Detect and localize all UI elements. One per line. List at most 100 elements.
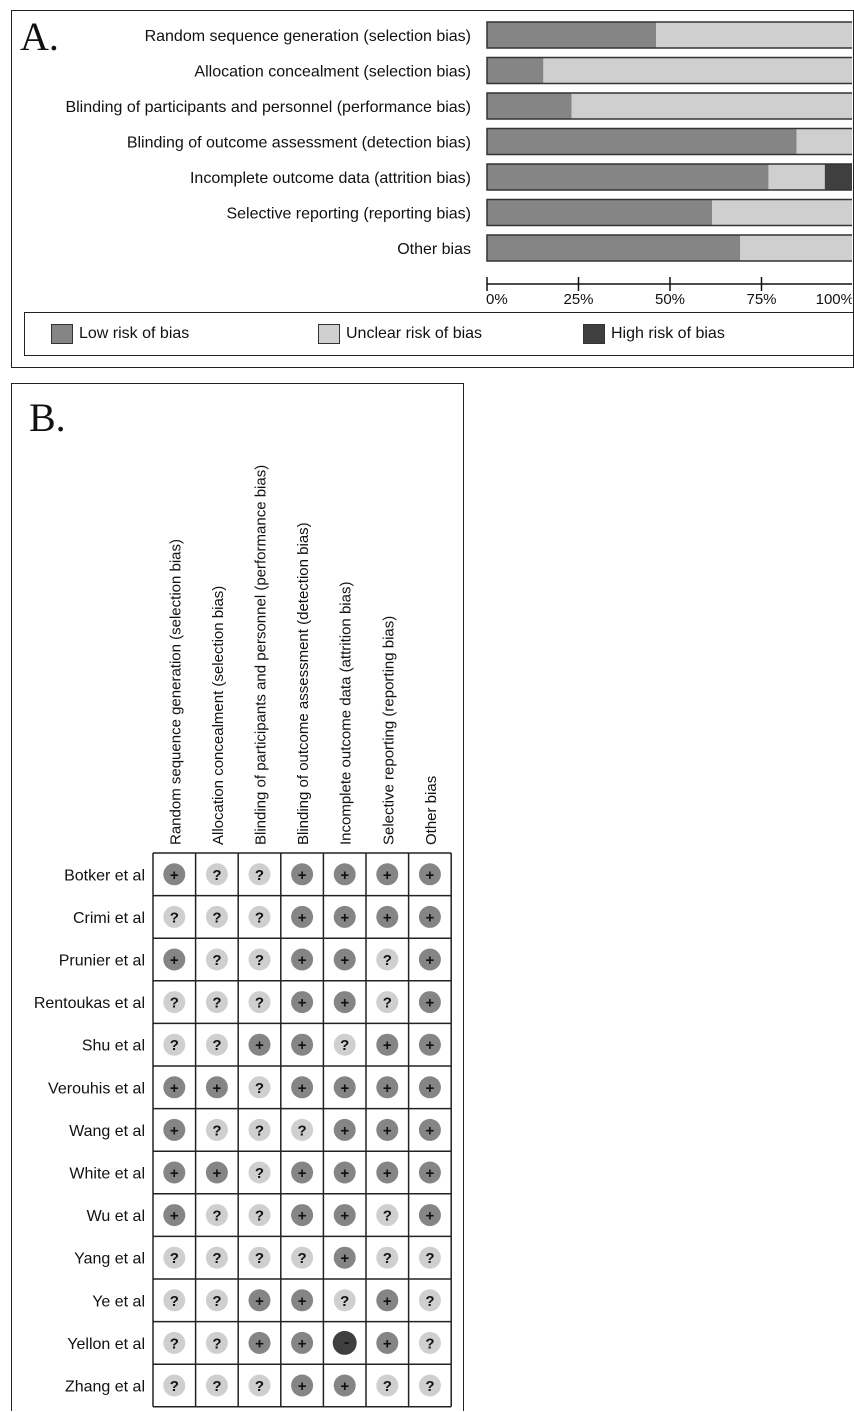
- risk-of-bias-bar-chart: Random sequence generation (selection bi…: [65, 21, 852, 308]
- x-tick-label-3: 75%: [746, 291, 776, 308]
- rating-symbol: ?: [255, 1208, 264, 1225]
- rating-low-12-3: +: [248, 1331, 271, 1354]
- low-risk-icon: [376, 863, 399, 886]
- unclear-risk-icon: [418, 1331, 441, 1354]
- rating-symbol: ?: [255, 1250, 264, 1267]
- rating-unclear-12-7: ?: [418, 1331, 441, 1354]
- bar-outline-2: [486, 56, 852, 85]
- rating-low-1-1: +: [163, 863, 186, 886]
- study-label-ye-et-al: Ye et al: [92, 1293, 145, 1310]
- rating-symbol: +: [426, 1037, 435, 1054]
- rating-symbol: ?: [170, 1378, 179, 1395]
- category-label-incomplete-outcome-data-attrition-bias: Incomplete outcome data (attrition bias): [190, 170, 471, 187]
- low-risk-icon: [418, 1204, 441, 1227]
- rating-symbol: +: [170, 867, 179, 884]
- rating-symbol: +: [383, 1122, 392, 1139]
- panel-a: A. Random sequence generation (selection…: [11, 10, 854, 368]
- rating-low-2-6: +: [376, 905, 399, 928]
- bar-unclear-7: [740, 235, 852, 261]
- rating-symbol: ?: [212, 1250, 221, 1267]
- rating-symbol: ?: [298, 1122, 307, 1139]
- low-risk-icon: [376, 1161, 399, 1184]
- low-risk-icon: [205, 1076, 228, 1099]
- rating-unclear-12-1: ?: [163, 1331, 186, 1354]
- rating-symbol: +: [383, 1080, 392, 1097]
- low-risk-icon: [418, 1118, 441, 1141]
- study-label-botker-et-al: Botker et al: [64, 867, 145, 884]
- low-risk-icon: [291, 1204, 314, 1227]
- rating-unclear-4-6: ?: [376, 991, 399, 1014]
- unclear-risk-icon: [291, 1118, 314, 1141]
- unclear-risk-icon: [248, 1076, 271, 1099]
- rating-symbol: +: [298, 867, 307, 884]
- unclear-risk-icon: [418, 1289, 441, 1312]
- study-label-shu-et-al: Shu et al: [82, 1038, 145, 1055]
- bar-outline-1: [486, 21, 852, 49]
- risk-of-bias-summary-table: Random sequence generation (selection bi…: [34, 465, 452, 1408]
- category-label-blinding-of-outcome-assessment-detection-bias: Blinding of outcome assessment (detectio…: [127, 135, 471, 152]
- rating-symbol: ?: [255, 952, 264, 969]
- rating-unclear-7-2: ?: [205, 1118, 228, 1141]
- rating-unclear-13-3: ?: [248, 1374, 271, 1397]
- low-risk-icon: [376, 1289, 399, 1312]
- rating-symbol: ?: [212, 1037, 221, 1054]
- bar-outline-4: [486, 127, 852, 156]
- rating-symbol: ?: [383, 952, 392, 969]
- unclear-risk-icon: [205, 1204, 228, 1227]
- unclear-risk-icon: [248, 1204, 271, 1227]
- study-label-wang-et-al: Wang et al: [69, 1123, 145, 1140]
- unclear-risk-icon: [205, 905, 228, 928]
- rating-low-6-1: +: [163, 1076, 186, 1099]
- rating-symbol: ?: [212, 909, 221, 926]
- rating-symbol: ?: [255, 1165, 264, 1182]
- rating-low-11-4: +: [291, 1289, 314, 1312]
- rating-symbol: +: [213, 1080, 222, 1097]
- low-risk-icon: [205, 1161, 228, 1184]
- low-risk-icon: [163, 948, 186, 971]
- unclear-risk-icon: [376, 1204, 399, 1227]
- rating-symbol: ?: [212, 995, 221, 1012]
- rating-low-9-4: +: [291, 1204, 314, 1227]
- rating-symbol: +: [340, 909, 349, 926]
- rating-symbol: +: [298, 952, 307, 969]
- unclear-risk-icon: [376, 1246, 399, 1269]
- rating-symbol: +: [340, 995, 349, 1012]
- rating-symbol: ?: [425, 1335, 434, 1352]
- bar-unclear-4: [796, 128, 852, 155]
- unclear-risk-icon: [418, 1246, 441, 1269]
- rating-symbol: +: [383, 1293, 392, 1310]
- rating-symbol: +: [426, 909, 435, 926]
- rating-unclear-1-2: ?: [205, 863, 228, 886]
- rating-unclear-9-2: ?: [205, 1204, 228, 1227]
- legend-swatch-unclear: [318, 324, 340, 344]
- rating-low-2-7: +: [418, 905, 441, 928]
- rating-unclear-4-1: ?: [163, 991, 186, 1014]
- low-risk-icon: [376, 1076, 399, 1099]
- rating-unclear-13-7: ?: [418, 1374, 441, 1397]
- legend-item-unclear: Unclear risk of bias: [318, 323, 482, 345]
- legend-swatch-high: [583, 324, 605, 344]
- rating-symbol: +: [426, 867, 435, 884]
- rating-low-10-5: +: [333, 1246, 356, 1269]
- rating-symbol: +: [170, 1208, 179, 1225]
- rating-unclear-5-5: ?: [333, 1033, 356, 1056]
- low-risk-icon: [376, 1033, 399, 1056]
- rating-unclear-5-2: ?: [205, 1033, 228, 1056]
- unclear-risk-icon: [205, 863, 228, 886]
- low-risk-icon: [163, 1161, 186, 1184]
- high-risk-icon: [332, 1330, 357, 1355]
- rating-unclear-13-1: ?: [163, 1374, 186, 1397]
- rating-symbol: ?: [383, 995, 392, 1012]
- rating-unclear-10-2: ?: [205, 1246, 228, 1269]
- rating-symbol: ?: [298, 1250, 307, 1267]
- unclear-risk-icon: [163, 1289, 186, 1312]
- unclear-risk-icon: [248, 1118, 271, 1141]
- legend-item-low: Low risk of bias: [51, 323, 189, 345]
- rating-symbol: ?: [170, 1293, 179, 1310]
- unclear-risk-icon: [163, 1246, 186, 1269]
- low-risk-icon: [291, 1331, 314, 1354]
- category-label-selective-reporting-reporting-bias: Selective reporting (reporting bias): [226, 206, 471, 223]
- rating-low-7-5: +: [333, 1118, 356, 1141]
- low-risk-icon: [291, 1076, 314, 1099]
- bar-low-3: [487, 93, 572, 119]
